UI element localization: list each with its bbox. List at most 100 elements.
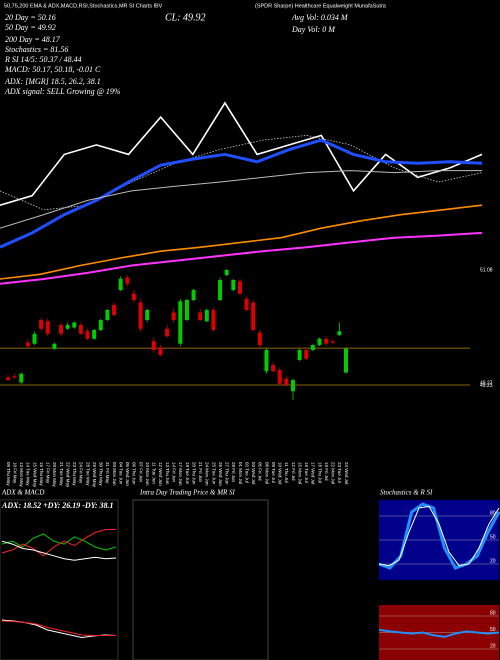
candle-body xyxy=(317,338,322,345)
x-tick-label: 14 Fri Jun xyxy=(171,462,176,483)
level-label: 49.23 xyxy=(480,383,493,389)
x-tick-label: 11 Thu Jul xyxy=(284,462,289,483)
candle-body xyxy=(231,280,236,290)
annotation: 200 Day = 48.17 xyxy=(5,35,61,44)
x-tick-label: 06 Thu Jun xyxy=(132,462,137,485)
intraday-panel xyxy=(132,499,269,660)
volume-label: Day Vol: 0 M xyxy=(291,25,336,34)
candle-body xyxy=(277,370,282,384)
panel-title: Stochastics & R SI xyxy=(380,489,433,497)
x-tick-label: 04 Tue Jun xyxy=(118,462,123,485)
x-tick-label: 09 Thu May xyxy=(6,462,11,486)
x-tick-label: 03 Mon Jun xyxy=(112,462,117,486)
x-tick-label: 01 Mon Jul xyxy=(238,462,243,484)
candle-body xyxy=(125,277,130,284)
candle-body xyxy=(324,338,329,344)
candle-body xyxy=(151,341,156,350)
candle-body xyxy=(310,345,315,350)
level-label: 51.08 xyxy=(480,267,493,273)
annotation: ADX signal: SELL Growing @ 19% xyxy=(4,87,121,96)
x-tick-label: 21 Fri Jun xyxy=(198,462,203,483)
x-tick-label: 21 Tue May xyxy=(59,462,64,486)
annotation: Stochastics = 81.56 xyxy=(5,45,68,54)
candle-body xyxy=(65,325,70,329)
series-line xyxy=(0,170,482,229)
x-tick-label: 31 Fri May xyxy=(105,462,110,484)
x-tick-label: 29 Wed May xyxy=(92,462,97,488)
candle-body xyxy=(98,320,103,330)
candle-body xyxy=(131,293,136,300)
candle-body xyxy=(198,312,203,320)
candle-body xyxy=(191,290,196,300)
x-tick-label: 22 Mon Jul xyxy=(331,462,336,484)
candle-body xyxy=(244,298,249,310)
candle-body xyxy=(184,300,189,320)
candle-body xyxy=(224,270,229,275)
series-line xyxy=(0,204,483,280)
candle-body xyxy=(25,342,30,347)
x-tick-label: 10 Mon Jun xyxy=(145,462,150,486)
candle-body xyxy=(165,328,170,337)
x-tick-label: 03 Wed Jul xyxy=(251,462,256,484)
x-tick-label: 24 Mon Jun xyxy=(205,462,210,486)
candle-body xyxy=(237,281,242,294)
y-tick-label: 80 xyxy=(490,510,496,516)
candle-body xyxy=(12,376,17,378)
candle-body xyxy=(19,373,24,383)
x-tick-label: 17 Wed Jul xyxy=(311,462,316,484)
x-tick-label: 10 Fri May xyxy=(12,462,17,484)
series-line xyxy=(1,529,116,557)
candle-body xyxy=(204,310,209,322)
x-tick-label: 15 Mon Jul xyxy=(297,462,302,484)
candle-body xyxy=(171,312,176,320)
candle-body xyxy=(218,280,223,300)
candle-body xyxy=(145,310,150,320)
x-tick-label: 26 Wed Jun xyxy=(218,462,223,486)
annotation: MACD: 50.17, 50.18, -0.01 C xyxy=(4,65,101,74)
x-tick-label: 09 Tue Jul xyxy=(271,462,276,483)
x-tick-label: 17 Fri May xyxy=(46,462,51,484)
candle-body xyxy=(290,380,295,392)
candle-body xyxy=(52,343,57,349)
candle-body xyxy=(158,347,163,355)
candle-body xyxy=(344,348,348,373)
candle-body xyxy=(6,377,10,380)
panel-title: Intra Day Trading Price & MR SI xyxy=(139,489,236,497)
panel-title: ADX & MACD xyxy=(1,489,44,497)
candle-body xyxy=(330,341,335,343)
x-tick-label: 16 Thu May xyxy=(39,462,44,486)
x-tick-label: 27 Thu Jun xyxy=(225,462,230,485)
x-tick-label: 07 Fri Jun xyxy=(138,462,143,483)
y-tick-label: 80 xyxy=(490,610,496,616)
series-line xyxy=(378,502,500,570)
candle-body xyxy=(211,310,216,330)
x-tick-label: 19 Fri Jul xyxy=(324,462,329,481)
series-line xyxy=(378,505,500,567)
x-tick-label: 02 Tue Jul xyxy=(244,462,249,483)
candle-body xyxy=(32,333,37,344)
x-tick-label: 16 Tue Jul xyxy=(304,462,309,483)
y-tick-label: 50 xyxy=(490,534,496,540)
candle-body xyxy=(138,302,143,329)
x-tick-label: 24 Fri May xyxy=(79,462,84,484)
x-tick-label: 05 Wed Jun xyxy=(125,462,130,486)
x-tick-label: 22 Wed May xyxy=(65,462,70,488)
series-line xyxy=(0,231,483,285)
x-tick-label: 28 Fri Jun xyxy=(231,462,236,483)
annotation: R SI 14/5: 50.37 / 48.44 xyxy=(4,55,82,64)
chart-title: 50,75,200 EMA & ADX,MACD,RSI,Stochastics… xyxy=(4,3,163,9)
candle-body xyxy=(297,350,302,360)
series-line xyxy=(0,138,483,249)
x-tick-label: 30 Thu May xyxy=(99,462,104,486)
x-tick-label: 10 Wed Jul xyxy=(278,462,283,484)
y-tick-label: 20 xyxy=(490,643,496,649)
x-tick-label: 14 Tue May xyxy=(26,462,31,486)
x-tick-label: 23 Thu May xyxy=(72,462,77,486)
candle-body xyxy=(92,330,97,339)
adx-values: ADX: 18.52 +DY: 26.19 -DY: 38.1 xyxy=(1,501,114,510)
x-tick-label: 25 Tue Jun xyxy=(211,462,216,485)
series-line xyxy=(0,101,483,206)
candle-body xyxy=(118,278,123,290)
x-tick-label: 17 Mon Jun xyxy=(178,462,183,486)
